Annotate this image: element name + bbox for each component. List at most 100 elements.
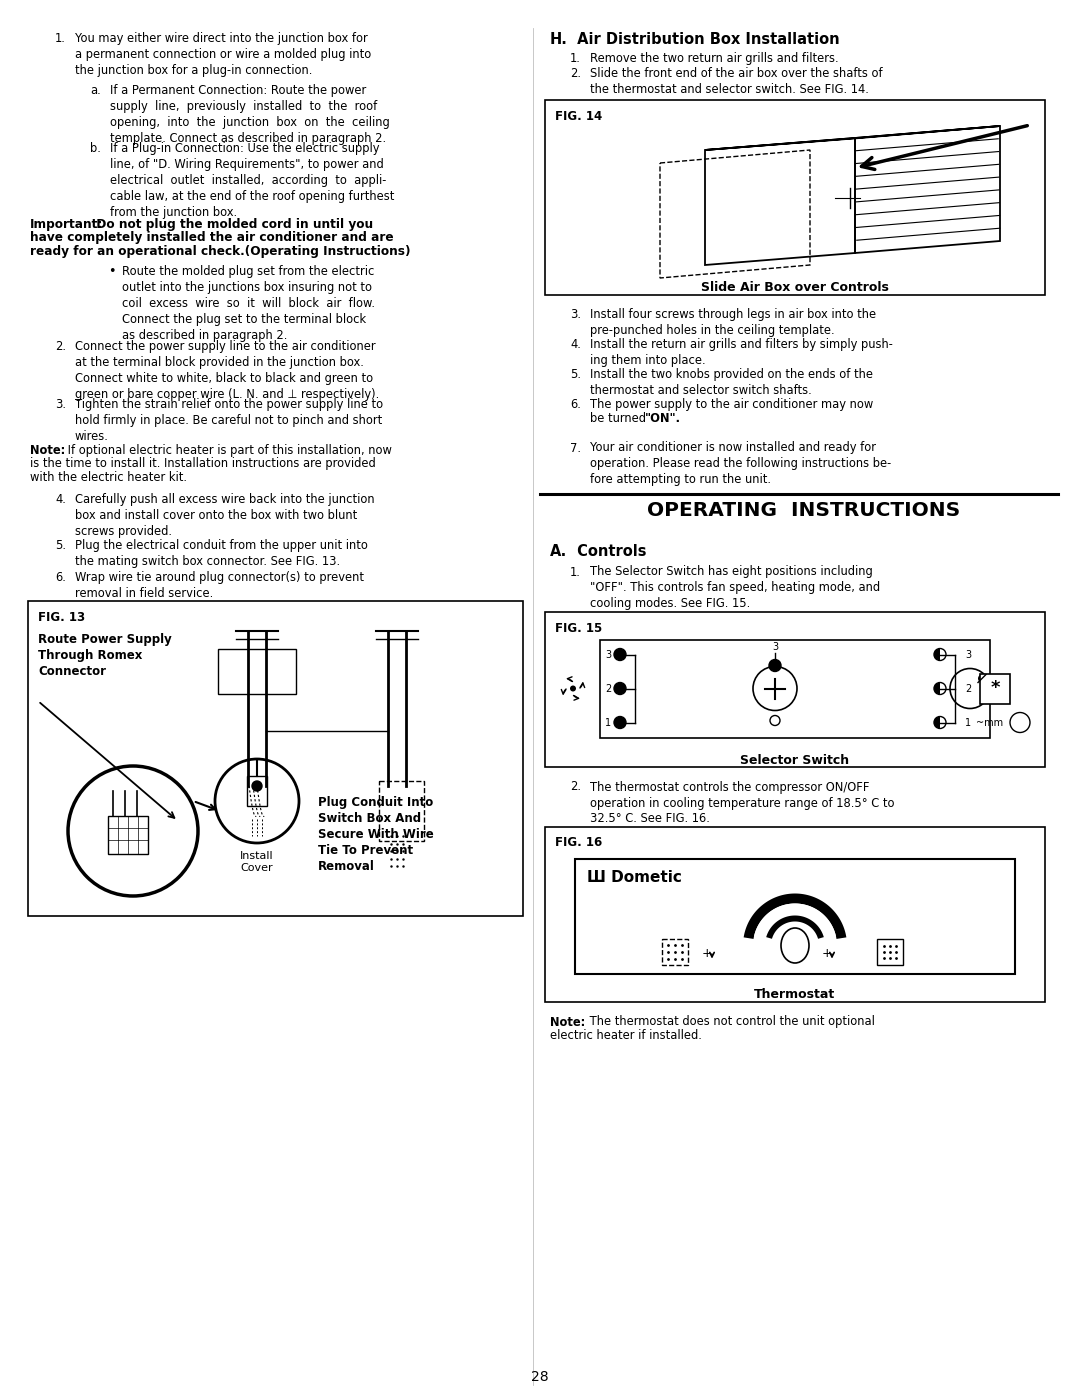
Text: The power supply to the air conditioner may now: The power supply to the air conditioner … — [590, 398, 874, 411]
Text: 2.: 2. — [55, 339, 66, 353]
Text: Note:: Note: — [550, 1016, 585, 1028]
Text: 1.: 1. — [570, 566, 581, 578]
Text: 1: 1 — [605, 718, 611, 728]
Circle shape — [934, 683, 946, 694]
Text: Ш Dometic: Ш Dometic — [588, 870, 681, 886]
Text: Plug Conduit Into
Switch Box And
Secure With Wire
Tie To Prevent
Removal: Plug Conduit Into Switch Box And Secure … — [318, 796, 434, 873]
Text: Slide Air Box over Controls: Slide Air Box over Controls — [701, 281, 889, 293]
Text: is the time to install it. Installation instructions are provided: is the time to install it. Installation … — [30, 457, 376, 471]
Circle shape — [934, 648, 946, 661]
Text: 1.: 1. — [570, 52, 581, 66]
Text: 2.: 2. — [570, 781, 581, 793]
Circle shape — [615, 717, 626, 728]
Text: Tighten the strain relief onto the power supply line to
hold firmly in place. Be: Tighten the strain relief onto the power… — [75, 398, 383, 443]
Text: 1: 1 — [964, 718, 971, 728]
Text: Connect the power supply line to the air conditioner
at the terminal block provi: Connect the power supply line to the air… — [75, 339, 379, 401]
Bar — [877, 939, 903, 964]
Text: 28: 28 — [531, 1370, 549, 1384]
Text: 3: 3 — [964, 650, 971, 659]
Bar — [600, 640, 990, 738]
Polygon shape — [766, 915, 824, 939]
Text: be turned: be turned — [590, 412, 650, 425]
Bar — [545, 827, 1045, 1002]
Bar — [108, 816, 148, 854]
Text: Wrap wire tie around plug connector(s) to prevent
removal in field service.: Wrap wire tie around plug connector(s) t… — [75, 571, 364, 599]
Text: Install
Cover: Install Cover — [240, 851, 274, 873]
Circle shape — [615, 648, 626, 661]
Text: Install four screws through legs in air box into the
pre-punched holes in the ce: Install four screws through legs in air … — [590, 307, 876, 337]
Polygon shape — [934, 648, 940, 661]
Text: 2: 2 — [964, 683, 971, 693]
Text: with the electric heater kit.: with the electric heater kit. — [30, 471, 187, 483]
Text: 3.: 3. — [570, 307, 581, 321]
Text: If a Plug-in Connection: Use the electric supply
line, of "D. Wiring Requirement: If a Plug-in Connection: Use the electri… — [110, 142, 394, 219]
Text: The Selector Switch has eight positions including
"OFF". This controls fan speed: The Selector Switch has eight positions … — [590, 566, 880, 610]
Text: A.: A. — [550, 543, 567, 559]
Text: Note:: Note: — [30, 444, 65, 457]
Text: Install the return air grills and filters by simply push-
ing them into place.: Install the return air grills and filter… — [590, 338, 893, 367]
Text: 3: 3 — [772, 643, 778, 652]
Text: *: * — [990, 679, 1000, 697]
Text: 5.: 5. — [55, 539, 66, 552]
Polygon shape — [744, 894, 847, 939]
Text: FIG. 14: FIG. 14 — [555, 110, 603, 123]
Text: Slide the front end of the air box over the shafts of
the thermostat and selecto: Slide the front end of the air box over … — [590, 67, 882, 96]
Text: Route Power Supply
Through Romex
Connector: Route Power Supply Through Romex Connect… — [38, 633, 172, 678]
Bar — [379, 781, 424, 841]
Circle shape — [769, 659, 781, 672]
Text: ready for an operational check.(Operating Instructions): ready for an operational check.(Operatin… — [30, 244, 410, 258]
Text: b.: b. — [90, 142, 100, 155]
Circle shape — [615, 683, 626, 694]
Polygon shape — [754, 904, 836, 939]
Text: Remove the two return air grills and filters.: Remove the two return air grills and fil… — [590, 52, 839, 66]
Text: Carefully push all excess wire back into the junction
box and install cover onto: Carefully push all excess wire back into… — [75, 493, 375, 538]
Text: The thermostat controls the compressor ON/OFF
operation in cooling temperature r: The thermostat controls the compressor O… — [590, 781, 894, 826]
Text: FIG. 13: FIG. 13 — [38, 610, 85, 624]
Text: +: + — [702, 947, 713, 960]
Text: Install the two knobs provided on the ends of the
thermostat and selector switch: Install the two knobs provided on the en… — [590, 367, 873, 397]
Bar — [218, 650, 296, 694]
Text: You may either wire direct into the junction box for
a permanent connection or w: You may either wire direct into the junc… — [75, 32, 372, 77]
Text: Controls: Controls — [572, 543, 647, 559]
Text: FIG. 15: FIG. 15 — [555, 622, 603, 634]
Bar — [575, 859, 1015, 974]
Text: electric heater if installed.: electric heater if installed. — [550, 1030, 702, 1042]
Circle shape — [978, 675, 986, 683]
Text: Important:: Important: — [30, 218, 104, 231]
Text: OPERATING  INSTRUCTIONS: OPERATING INSTRUCTIONS — [647, 502, 960, 521]
Bar — [980, 673, 1010, 704]
Text: Your air conditioner is now installed and ready for
operation. Please read the f: Your air conditioner is now installed an… — [590, 441, 891, 486]
Text: Thermostat: Thermostat — [754, 989, 836, 1002]
Text: If a Permanent Connection: Route the power
supply  line,  previously  installed : If a Permanent Connection: Route the pow… — [110, 84, 390, 145]
Bar — [28, 601, 523, 916]
Text: H.: H. — [550, 32, 568, 47]
Bar — [545, 612, 1045, 767]
Text: •: • — [108, 265, 116, 278]
Text: 7.: 7. — [570, 441, 581, 454]
Text: 2.: 2. — [570, 67, 581, 80]
Bar — [662, 939, 688, 964]
Polygon shape — [934, 717, 940, 728]
Text: "ON".: "ON". — [645, 412, 681, 425]
Text: 6.: 6. — [570, 398, 581, 411]
Text: 3.: 3. — [55, 398, 66, 411]
Circle shape — [570, 686, 576, 692]
Text: 6.: 6. — [55, 571, 66, 584]
Bar — [247, 775, 267, 806]
Circle shape — [934, 717, 946, 728]
Text: have completely installed the air conditioner and are: have completely installed the air condit… — [30, 232, 393, 244]
Text: Do not plug the molded cord in until you: Do not plug the molded cord in until you — [92, 218, 373, 231]
Polygon shape — [934, 683, 940, 694]
Circle shape — [252, 781, 262, 791]
Text: 4.: 4. — [570, 338, 581, 351]
Ellipse shape — [781, 928, 809, 963]
Text: a.: a. — [90, 84, 100, 96]
Bar — [545, 101, 1045, 295]
Text: Selector Switch: Selector Switch — [741, 753, 850, 767]
Text: 4.: 4. — [55, 493, 66, 506]
Text: ~mm: ~mm — [976, 718, 1003, 728]
Text: 5.: 5. — [570, 367, 581, 381]
Text: FIG. 16: FIG. 16 — [555, 837, 603, 849]
Text: 1.: 1. — [55, 32, 66, 45]
Text: 3: 3 — [605, 650, 611, 659]
